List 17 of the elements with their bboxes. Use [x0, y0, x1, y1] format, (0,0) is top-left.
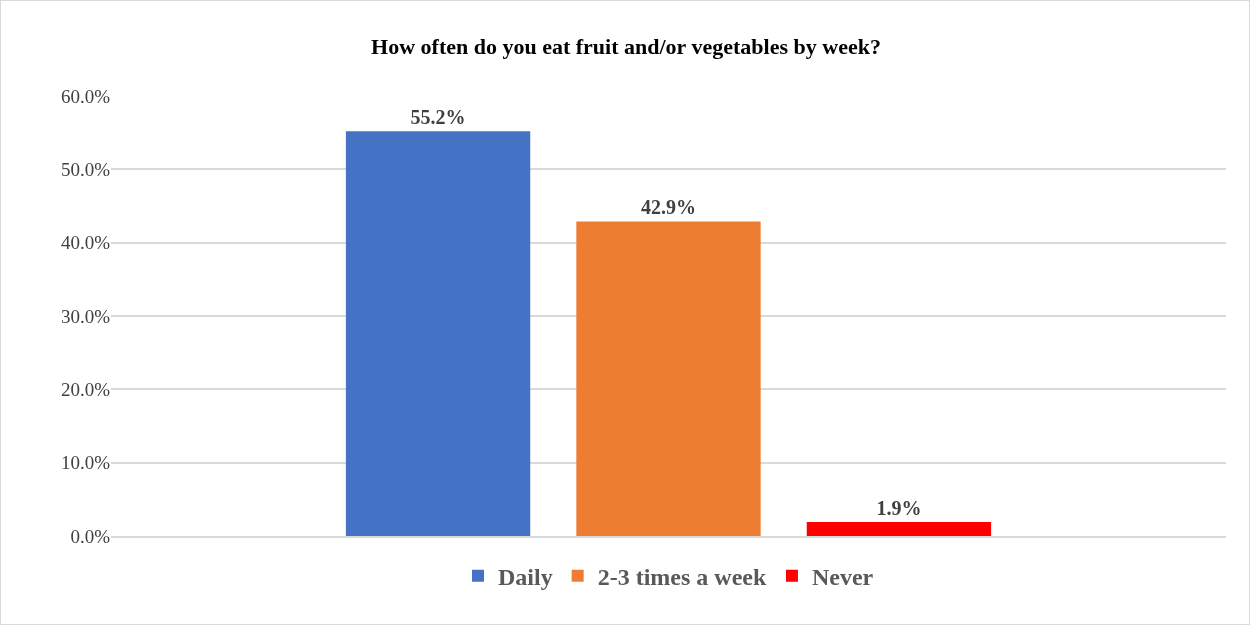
y-tick-label: 50.0%	[60, 158, 111, 180]
y-tick-label: 40.0%	[60, 232, 111, 254]
y-tick-label: 20.0%	[60, 378, 111, 400]
data-label: 55.2%	[410, 106, 466, 129]
legend-label: 2-3 times a week	[597, 564, 767, 591]
bar	[806, 522, 992, 536]
y-tick-label: 0.0%	[70, 525, 111, 547]
y-tick-label: 30.0%	[60, 305, 111, 327]
bar	[345, 131, 531, 536]
data-label: 42.9%	[641, 196, 696, 219]
data-label: 1.9%	[876, 497, 922, 520]
y-tick-label: 60.0%	[60, 85, 111, 107]
chart-title: How often do you eat fruit and/or vegetables by week?	[371, 33, 881, 59]
legend-label: Never	[811, 564, 874, 591]
y-tick-label: 10.0%	[60, 452, 111, 474]
legend-label: Daily	[498, 564, 553, 591]
bar	[576, 221, 761, 536]
